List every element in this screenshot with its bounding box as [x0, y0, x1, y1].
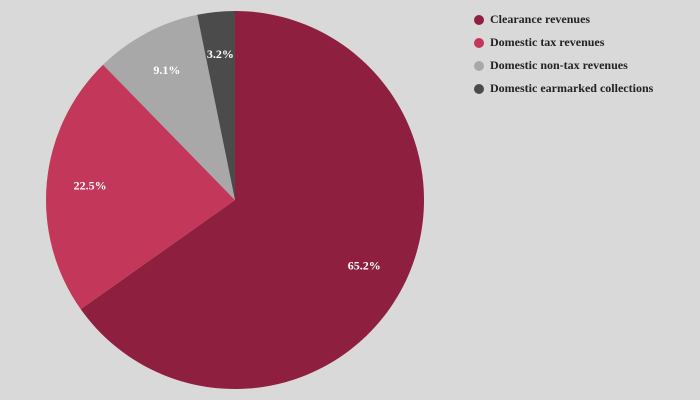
data-label: 65.2%: [348, 259, 381, 273]
pie-slice: [197, 11, 235, 200]
legend-label: Domestic tax revenues: [490, 35, 605, 49]
legend-label: Domestic non-tax revenues: [490, 58, 628, 72]
pie-slice: [103, 14, 235, 201]
legend-marker: [474, 15, 484, 25]
legend-marker: [474, 84, 484, 94]
legend-label: Clearance revenues: [490, 12, 590, 26]
legend-marker: [474, 38, 484, 48]
data-label: 22.5%: [74, 179, 107, 193]
pie-slice: [45, 64, 236, 310]
legend-marker: [474, 61, 484, 71]
pie-slice: [80, 11, 424, 389]
data-label: 9.1%: [153, 63, 180, 77]
legend-label: Domestic earmarked collections: [490, 81, 654, 95]
data-label: 3.2%: [207, 47, 234, 61]
